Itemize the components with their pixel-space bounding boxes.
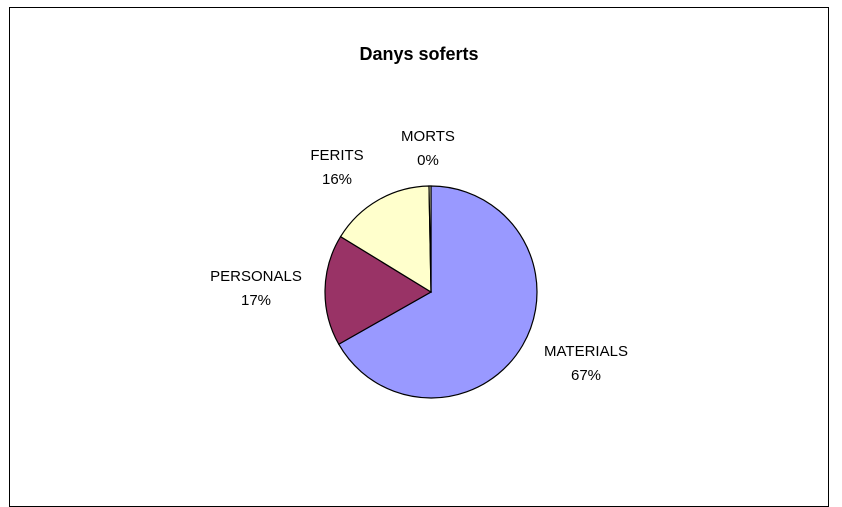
slice-label-morts: MORTS [401,128,455,145]
slice-label-personals: PERSONALS [210,268,302,285]
slice-label-ferits: FERITS [310,147,363,164]
pie-slice-morts [428,185,432,293]
pie-slice-materials [337,185,538,399]
pie-slice-personals [324,235,433,346]
chart-title: Danys soferts [359,44,479,64]
slice-percent-ferits: 16% [322,171,352,188]
slice-label-materials: MATERIALS [544,343,628,360]
slice-percent-personals: 17% [241,292,271,309]
slice-percent-morts: 0% [417,152,439,169]
slice-percent-materials: 67% [571,367,601,384]
pie-slice-ferits [339,185,432,294]
